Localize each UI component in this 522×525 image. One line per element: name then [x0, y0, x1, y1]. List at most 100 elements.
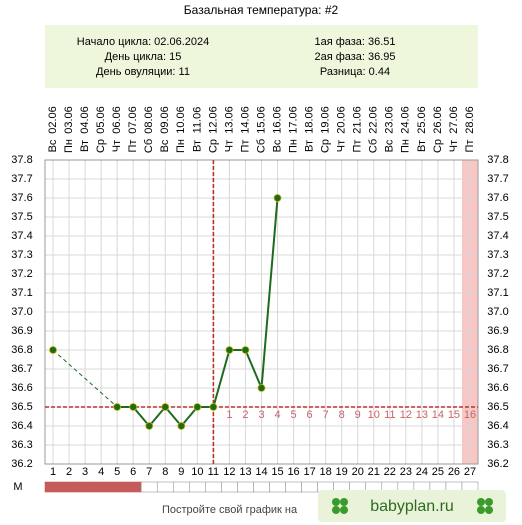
y2-tick-label: 36.6: [487, 382, 508, 394]
menstruation-cell: [140, 481, 158, 493]
info-box: [45, 25, 478, 88]
menstruation-cell: [269, 481, 286, 493]
weekday-label: Вт: [79, 140, 91, 152]
info-text: День овуляции: 11: [96, 66, 190, 78]
y2-tick-label: 37.5: [487, 211, 508, 223]
weekday-label: Вт: [416, 140, 428, 152]
y-tick-label: 37.2: [11, 268, 32, 280]
y2-tick-label: 36.2: [487, 458, 508, 470]
menstruation-cell: [301, 481, 318, 493]
menstruation-cell: [76, 481, 94, 493]
y-tick-label: 37.8: [11, 154, 32, 166]
y-tick-label: 36.3: [11, 439, 32, 451]
y-tick-label: 37.1: [11, 287, 32, 299]
weekday-label: Чт: [448, 140, 460, 152]
weekday-label: Сб: [143, 139, 155, 153]
weekday-label: Пт: [127, 140, 139, 153]
y-tick-label: 37.6: [11, 192, 32, 204]
phase-day-label: 13: [416, 409, 428, 421]
temperature-point: [161, 403, 170, 411]
logo: babyplan.ru: [370, 498, 454, 515]
menstruation-cell: [92, 481, 110, 493]
menstruation-cell: [205, 481, 222, 493]
y2-tick-label: 36.9: [487, 325, 508, 337]
phase-day-label: 10: [368, 409, 380, 421]
phase-day-label: 9: [355, 409, 361, 421]
x-tick-label: 10: [191, 466, 203, 478]
y-tick-label: 36.5: [11, 401, 32, 413]
temperature-point: [113, 403, 122, 411]
y2-tick-label: 37.1: [487, 287, 508, 299]
y2-tick-label: 36.7: [487, 363, 508, 375]
menstruation-cell: [60, 481, 78, 493]
info-text: 2ая фаза: 36.95: [314, 51, 395, 63]
date-label: 24.06: [400, 106, 412, 134]
phase-day-label: 2: [242, 409, 248, 421]
phase-day-label: 6: [307, 409, 313, 421]
y-tick-label: 37.0: [11, 306, 32, 318]
y2-tick-label: 36.4: [487, 420, 508, 432]
clover: [332, 498, 493, 514]
y2-tick-label: 36.5: [487, 401, 508, 413]
phase-day-label: 3: [258, 409, 264, 421]
temperature-point: [49, 346, 57, 354]
date-label: 12.06: [207, 106, 219, 134]
x-tick-label: 22: [384, 466, 396, 478]
phase-day-label: 12: [400, 409, 412, 421]
menstruation-cell: [44, 481, 62, 493]
temperature-point: [241, 346, 250, 354]
weekday-label: Вт: [191, 140, 203, 152]
date-label: 06.06: [111, 106, 123, 134]
date-label: 02.06: [47, 106, 59, 134]
weekday-label: Сб: [368, 139, 380, 153]
date-label: 04.06: [79, 106, 91, 134]
weekday-label: Ср: [320, 139, 332, 153]
date-label: 19.06: [320, 106, 332, 134]
x-tick-label: 23: [400, 466, 412, 478]
y2-tick-label: 37.7: [487, 173, 508, 185]
weekday-label: Вс: [47, 139, 59, 152]
date-label: 22.06: [368, 106, 380, 134]
date-label: 26.06: [432, 106, 444, 134]
x-tick-label: 6: [130, 466, 136, 478]
x-tick-label: 9: [178, 466, 184, 478]
phase-day-label: 5: [291, 409, 297, 421]
date-label: 16.06: [271, 106, 283, 134]
phase-day-label: 15: [448, 409, 460, 421]
weekday-label: Вт: [304, 140, 316, 152]
date-label: 18.06: [304, 106, 316, 134]
x-tick-label: 14: [255, 466, 267, 478]
date-label: 21.06: [352, 106, 364, 134]
x-tick-label: 25: [432, 466, 444, 478]
y2-tick-label: 37.6: [487, 192, 508, 204]
weekday-label: Чт: [111, 140, 123, 152]
phase-day-label: 4: [274, 409, 280, 421]
chart-title: Базальная температура: #2: [184, 3, 339, 17]
temperature-point: [225, 346, 234, 354]
phase-day-label: 1: [226, 409, 232, 421]
x-tick-label: 26: [448, 466, 460, 478]
date-label: 13.06: [223, 106, 235, 134]
date-label: 15.06: [255, 106, 267, 134]
y-tick-label: 36.7: [11, 363, 32, 375]
menstruation-cell: [221, 481, 238, 493]
phase-day-label: 16: [464, 409, 476, 421]
y2-tick-label: 37.2: [487, 268, 508, 280]
temperature-point: [273, 194, 282, 202]
y-tick-label: 36.8: [11, 344, 32, 356]
x-tick-label: 16: [287, 466, 299, 478]
weekday-label: Пн: [400, 139, 412, 153]
menstruation-cell: [285, 481, 302, 493]
date-label: 27.06: [448, 106, 460, 134]
x-tick-label: 7: [146, 466, 152, 478]
date-label: 23.06: [384, 106, 396, 134]
weekday-label: Пн: [63, 139, 75, 153]
temperature-point: [209, 403, 218, 411]
x-tick-label: 13: [239, 466, 251, 478]
y-tick-label: 36.4: [11, 420, 32, 432]
x-tick-label: 18: [320, 466, 332, 478]
x-tick-label: 15: [271, 466, 283, 478]
phase-day-label: 8: [339, 409, 345, 421]
temperature-point: [177, 422, 186, 430]
